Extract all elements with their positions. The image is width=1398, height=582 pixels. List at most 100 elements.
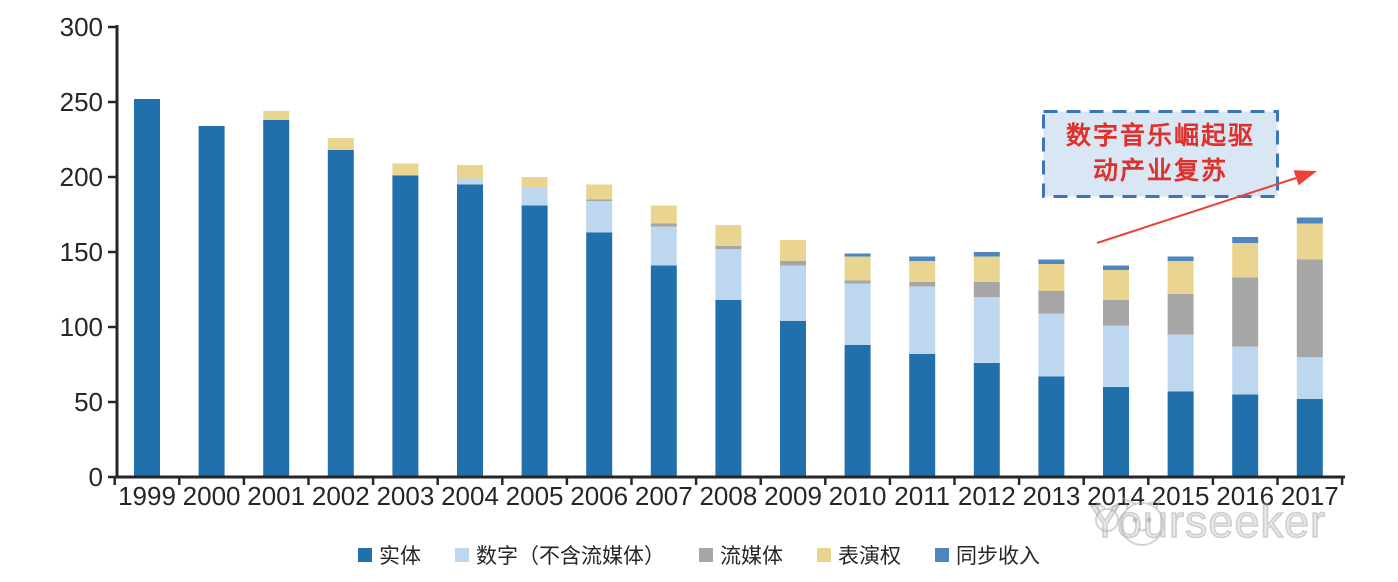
bar-segment-sync-2010 bbox=[844, 253, 871, 257]
legend-item-physical: 实体 bbox=[358, 540, 421, 570]
bar-segment-physical-2001 bbox=[263, 120, 290, 477]
legend-swatch-performance bbox=[817, 548, 831, 562]
bar-segment-streaming-2014 bbox=[1103, 300, 1129, 326]
x-axis-labels: 1999 2000 2001 2002 2003 2004 2005 2006 2007 2008… bbox=[118, 481, 1339, 511]
bar-segment-streaming-2016 bbox=[1232, 277, 1259, 347]
bar-segment-digital-2009 bbox=[780, 265, 806, 321]
legend-item-sync: 同步收入 bbox=[935, 540, 1040, 570]
legend-label-physical: 实体 bbox=[379, 545, 421, 568]
bar-segment-digital-2016 bbox=[1232, 346, 1259, 395]
bar-segment-physical-2013 bbox=[1038, 376, 1065, 477]
bar-segment-performance-2002 bbox=[327, 138, 354, 150]
bar-segment-streaming-2015 bbox=[1167, 294, 1194, 335]
bar-segment-physical-2011 bbox=[909, 354, 936, 477]
bar-segment-sync-2013 bbox=[1038, 259, 1065, 264]
bar-segment-streaming-2013 bbox=[1038, 291, 1065, 314]
legend: 实体 数字（不含流媒体） 流媒体 表演权 同步收入 bbox=[0, 540, 1398, 570]
bar-segment-physical-2012 bbox=[973, 363, 1000, 477]
bar-segment-digital-2006 bbox=[586, 201, 613, 233]
bar-segment-physical-2009 bbox=[780, 321, 806, 477]
bar-segment-streaming-2006 bbox=[586, 199, 613, 201]
bar-segment-sync-2014 bbox=[1103, 265, 1129, 270]
y-tick-label: 200 bbox=[60, 162, 103, 192]
bar-segment-digital-2008 bbox=[715, 249, 742, 300]
bar-segment-digital-2017 bbox=[1296, 357, 1323, 399]
bar-segment-digital-2004 bbox=[457, 178, 483, 185]
legend-label-performance: 表演权 bbox=[838, 545, 901, 568]
bar-segment-physical-2003 bbox=[392, 175, 419, 477]
bar-segment-performance-2009 bbox=[780, 240, 806, 261]
bar-segment-streaming-2011 bbox=[909, 282, 936, 287]
bar-segment-physical-2000 bbox=[198, 126, 225, 477]
bar-segment-streaming-2009 bbox=[780, 261, 806, 266]
bar-segment-physical-2014 bbox=[1103, 387, 1129, 477]
legend-swatch-physical bbox=[358, 548, 372, 562]
bar-segment-sync-2011 bbox=[909, 256, 936, 261]
bar-segment-performance-2005 bbox=[521, 177, 548, 188]
bar-segment-physical-2016 bbox=[1232, 394, 1259, 477]
bar-segment-physical-2005 bbox=[521, 205, 548, 477]
x-tick-label: 2013 bbox=[1022, 481, 1080, 511]
y-tick-label: 150 bbox=[60, 237, 103, 267]
bar-segment-streaming-2010 bbox=[844, 280, 871, 284]
x-tick-label: 2000 bbox=[183, 481, 241, 511]
x-tick-label: 2003 bbox=[376, 481, 434, 511]
bar-segment-performance-2017 bbox=[1296, 223, 1323, 260]
bar-segment-physical-1999 bbox=[134, 99, 160, 477]
x-tick-label: 2008 bbox=[699, 481, 757, 511]
legend-item-digital: 数字（不含流媒体） bbox=[455, 540, 665, 570]
legend-label-digital: 数字（不含流媒体） bbox=[476, 545, 665, 568]
legend-item-performance: 表演权 bbox=[817, 540, 901, 570]
axes bbox=[108, 25, 1345, 485]
bar-segment-digital-2012 bbox=[973, 297, 1000, 363]
bar-segment-performance-2014 bbox=[1103, 270, 1129, 300]
x-tick-label: 2002 bbox=[312, 481, 370, 511]
bar-segment-physical-2010 bbox=[844, 345, 871, 477]
bar-segment-performance-2016 bbox=[1232, 243, 1259, 278]
y-tick-label: 50 bbox=[74, 387, 103, 417]
bar-segment-performance-2010 bbox=[844, 256, 871, 281]
bar-segment-performance-2015 bbox=[1167, 261, 1194, 294]
bar-segment-physical-2007 bbox=[650, 265, 677, 477]
bar-segment-streaming-2007 bbox=[650, 223, 677, 227]
x-tick-label: 2012 bbox=[958, 481, 1016, 511]
bar-segment-physical-2017 bbox=[1296, 399, 1323, 477]
bar-segment-physical-2015 bbox=[1167, 391, 1194, 477]
x-tick-label: 2010 bbox=[829, 481, 887, 511]
arrow-line bbox=[1096, 177, 1297, 244]
annotation-box bbox=[1042, 110, 1279, 198]
bar-segment-streaming-2012 bbox=[973, 282, 1000, 297]
bar-segment-streaming-2017 bbox=[1296, 259, 1323, 357]
bar-segment-performance-2004 bbox=[457, 165, 483, 179]
bar-segment-streaming-2008 bbox=[715, 246, 742, 249]
legend-item-streaming: 流媒体 bbox=[699, 540, 783, 570]
bar-segment-digital-2013 bbox=[1038, 313, 1065, 377]
y-axis-labels: 0 50 100 150 200 250 300 bbox=[60, 12, 103, 492]
bar-segment-digital-2007 bbox=[650, 226, 677, 266]
x-tick-label: 2006 bbox=[570, 481, 628, 511]
bar-segment-digital-2011 bbox=[909, 286, 936, 354]
bar-segment-physical-2002 bbox=[327, 150, 354, 477]
x-tick-label: 2005 bbox=[506, 481, 564, 511]
bar-segment-sync-2017 bbox=[1296, 217, 1323, 224]
bar-segment-physical-2006 bbox=[586, 232, 613, 477]
bar-segment-performance-2008 bbox=[715, 225, 742, 246]
y-tick-label: 0 bbox=[89, 462, 103, 492]
bar-segment-performance-2012 bbox=[973, 256, 1000, 282]
bar-segment-performance-2011 bbox=[909, 261, 936, 282]
legend-label-streaming: 流媒体 bbox=[720, 545, 783, 568]
bar-segment-digital-2015 bbox=[1167, 334, 1194, 392]
bar-segment-performance-2001 bbox=[263, 111, 290, 120]
y-tick-label: 250 bbox=[60, 87, 103, 117]
x-tick-label: 2001 bbox=[247, 481, 305, 511]
bar-segment-sync-2015 bbox=[1167, 256, 1194, 261]
bar-segment-performance-2003 bbox=[392, 163, 419, 176]
legend-label-sync: 同步收入 bbox=[956, 545, 1040, 568]
x-tick-label: 2017 bbox=[1281, 481, 1339, 511]
bar-segment-performance-2006 bbox=[586, 184, 613, 200]
legend-swatch-digital bbox=[455, 548, 469, 562]
bars bbox=[134, 99, 1323, 477]
bar-segment-physical-2008 bbox=[715, 300, 742, 477]
x-tick-label: 2007 bbox=[635, 481, 693, 511]
